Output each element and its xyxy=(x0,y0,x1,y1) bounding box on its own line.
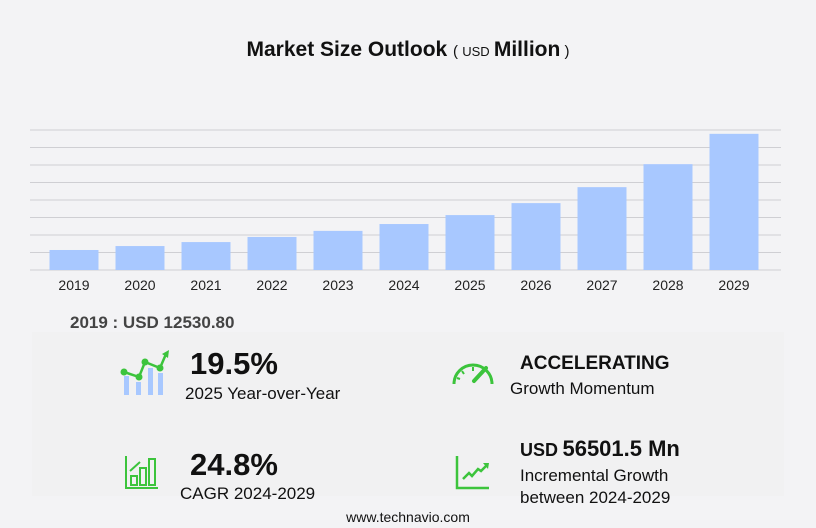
x-tick-label: 2026 xyxy=(520,277,551,293)
x-tick-label: 2025 xyxy=(454,277,485,293)
bar-2019 xyxy=(49,249,99,270)
momentum-value: ACCELERATING xyxy=(520,353,670,374)
bar-2024 xyxy=(379,224,429,270)
x-tick-label: 2020 xyxy=(124,277,155,293)
bar-2025 xyxy=(445,215,495,270)
bar-2028 xyxy=(643,164,693,270)
bar-2027 xyxy=(577,187,627,270)
x-tick-label: 2027 xyxy=(586,277,617,293)
yoy-label: 2025 Year-over-Year xyxy=(185,384,341,403)
incremental-prefix: USD xyxy=(520,440,559,460)
incremental-period: between 2024-2029 xyxy=(520,488,671,507)
bar-2023 xyxy=(313,230,363,270)
base-year-value: 2019 : USD 12530.80 xyxy=(70,313,235,332)
chart-title: Market Size Outlook ( USD Million ) xyxy=(246,38,570,61)
stats-panel xyxy=(32,332,784,496)
incremental-label: Incremental Growth xyxy=(520,466,669,485)
speedometer-icon xyxy=(452,363,494,385)
incremental-value: USD 56501.5 Mn xyxy=(520,436,680,462)
momentum-label: Growth Momentum xyxy=(510,379,655,398)
bar-2021 xyxy=(181,242,231,270)
x-tick-label: 2029 xyxy=(718,277,749,293)
title-text: Market Size Outlook xyxy=(246,38,448,61)
x-tick-label: 2023 xyxy=(322,277,353,293)
x-tick-label: 2022 xyxy=(256,277,287,293)
title-unit-prefix: USD xyxy=(462,44,490,59)
footer-url: www.technavio.com xyxy=(346,509,470,525)
x-tick-label: 2019 xyxy=(58,277,89,293)
line-growth-icon xyxy=(455,456,489,490)
bar-growth-icon xyxy=(125,456,158,489)
bar-chart: 2019 2020 2021 2022 2023 2024 2025 2026 2027 2028… xyxy=(30,129,781,293)
chart-trend-icon xyxy=(120,350,169,395)
incremental-amount: 56501.5 Mn xyxy=(562,436,680,461)
bar-2020 xyxy=(115,246,165,270)
yoy-value: 19.5% xyxy=(190,346,278,381)
x-tick-label: 2024 xyxy=(388,277,419,293)
x-tick-label: 2021 xyxy=(190,277,221,293)
title-unit: Million xyxy=(493,38,561,61)
cagr-label: CAGR 2024-2029 xyxy=(180,484,316,503)
cagr-value: 24.8% xyxy=(190,447,278,482)
bar-2026 xyxy=(511,203,561,270)
bar-2022 xyxy=(247,236,297,270)
x-tick-label: 2028 xyxy=(652,277,683,293)
bar-2029 xyxy=(709,133,759,270)
